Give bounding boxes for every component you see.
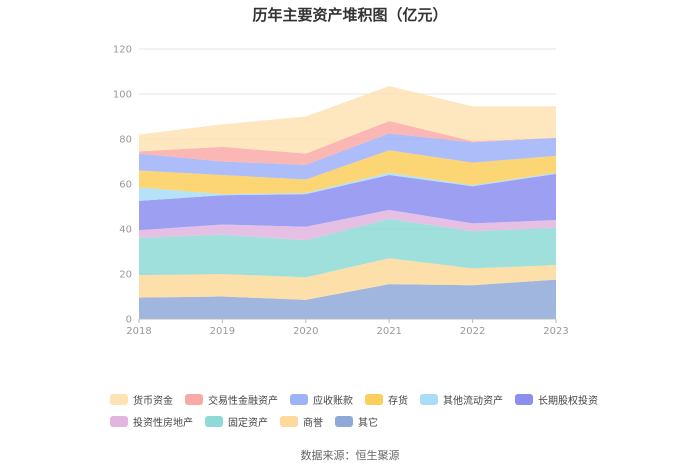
legend-item[interactable]: 其他流动资产	[420, 392, 503, 407]
legend-item[interactable]: 货币资金	[110, 392, 173, 407]
y-tick-label: 80	[119, 135, 132, 146]
area-series	[139, 279, 556, 319]
area-series	[139, 218, 556, 278]
legend-swatch	[280, 415, 298, 427]
area-series	[139, 172, 556, 201]
legend-item[interactable]: 固定资产	[205, 414, 268, 429]
legend-label: 存货	[388, 395, 408, 407]
chart-title: 历年主要资产堆积图（亿元）	[252, 6, 448, 24]
legend-item[interactable]: 应收账款	[290, 392, 353, 407]
legend-label: 交易性金融资产	[208, 395, 278, 407]
legend-label: 固定资产	[228, 417, 268, 429]
legend-item[interactable]: 长期股权投资	[515, 392, 598, 407]
area-series	[139, 258, 556, 300]
legend-swatch	[290, 393, 308, 405]
legend-row: 货币资金 交易性金融资产 应收账款 存货 其他流动资产 长期股权投资	[110, 388, 610, 410]
area-series	[139, 209, 556, 241]
legend-label: 其它	[358, 417, 378, 429]
x-tick-label: 2019	[210, 326, 235, 337]
legend-swatch	[335, 415, 353, 427]
y-tick-label: 20	[119, 270, 132, 281]
y-tick-label: 120	[113, 45, 132, 56]
legend-swatch	[365, 393, 383, 405]
area-series	[139, 173, 556, 231]
x-tick-label: 2018	[126, 326, 151, 337]
area-series	[139, 150, 556, 195]
area-series	[139, 86, 556, 154]
y-tick-label: 100	[113, 90, 132, 101]
legend-item[interactable]: 商誉	[280, 414, 323, 429]
area-series	[139, 133, 556, 180]
legend-label: 其他流动资产	[443, 395, 503, 407]
legend-row: 投资性房地产 固定资产 商誉 其它	[110, 410, 610, 432]
data-source: 数据来源：恒生聚源	[300, 449, 400, 462]
legend-swatch	[515, 393, 533, 405]
legend-swatch	[110, 393, 128, 405]
area-series	[139, 121, 556, 165]
legend-label: 货币资金	[133, 395, 173, 407]
legend-swatch	[110, 415, 128, 427]
y-tick-label: 60	[119, 180, 132, 191]
legend-label: 应收账款	[313, 395, 353, 407]
x-tick-label: 2020	[293, 326, 318, 337]
legend-swatch	[185, 393, 203, 405]
legend-item[interactable]: 其它	[335, 414, 378, 429]
legend-swatch	[205, 415, 223, 427]
chart-legend: 货币资金 交易性金融资产 应收账款 存货 其他流动资产 长期股权投资投资性房地产 固定资产 商…	[110, 388, 610, 432]
x-tick-label: 2021	[376, 326, 401, 337]
y-tick-label: 0	[126, 315, 132, 326]
legend-swatch	[420, 393, 438, 405]
legend-label: 长期股权投资	[538, 395, 598, 407]
x-tick-label: 2023	[543, 326, 568, 337]
x-tick-label: 2022	[460, 326, 485, 337]
legend-label: 投资性房地产	[133, 417, 193, 429]
y-tick-label: 40	[119, 225, 132, 236]
legend-item[interactable]: 投资性房地产	[110, 414, 193, 429]
legend-item[interactable]: 交易性金融资产	[185, 392, 278, 407]
legend-label: 商誉	[303, 417, 323, 429]
legend-item[interactable]: 存货	[365, 392, 408, 407]
